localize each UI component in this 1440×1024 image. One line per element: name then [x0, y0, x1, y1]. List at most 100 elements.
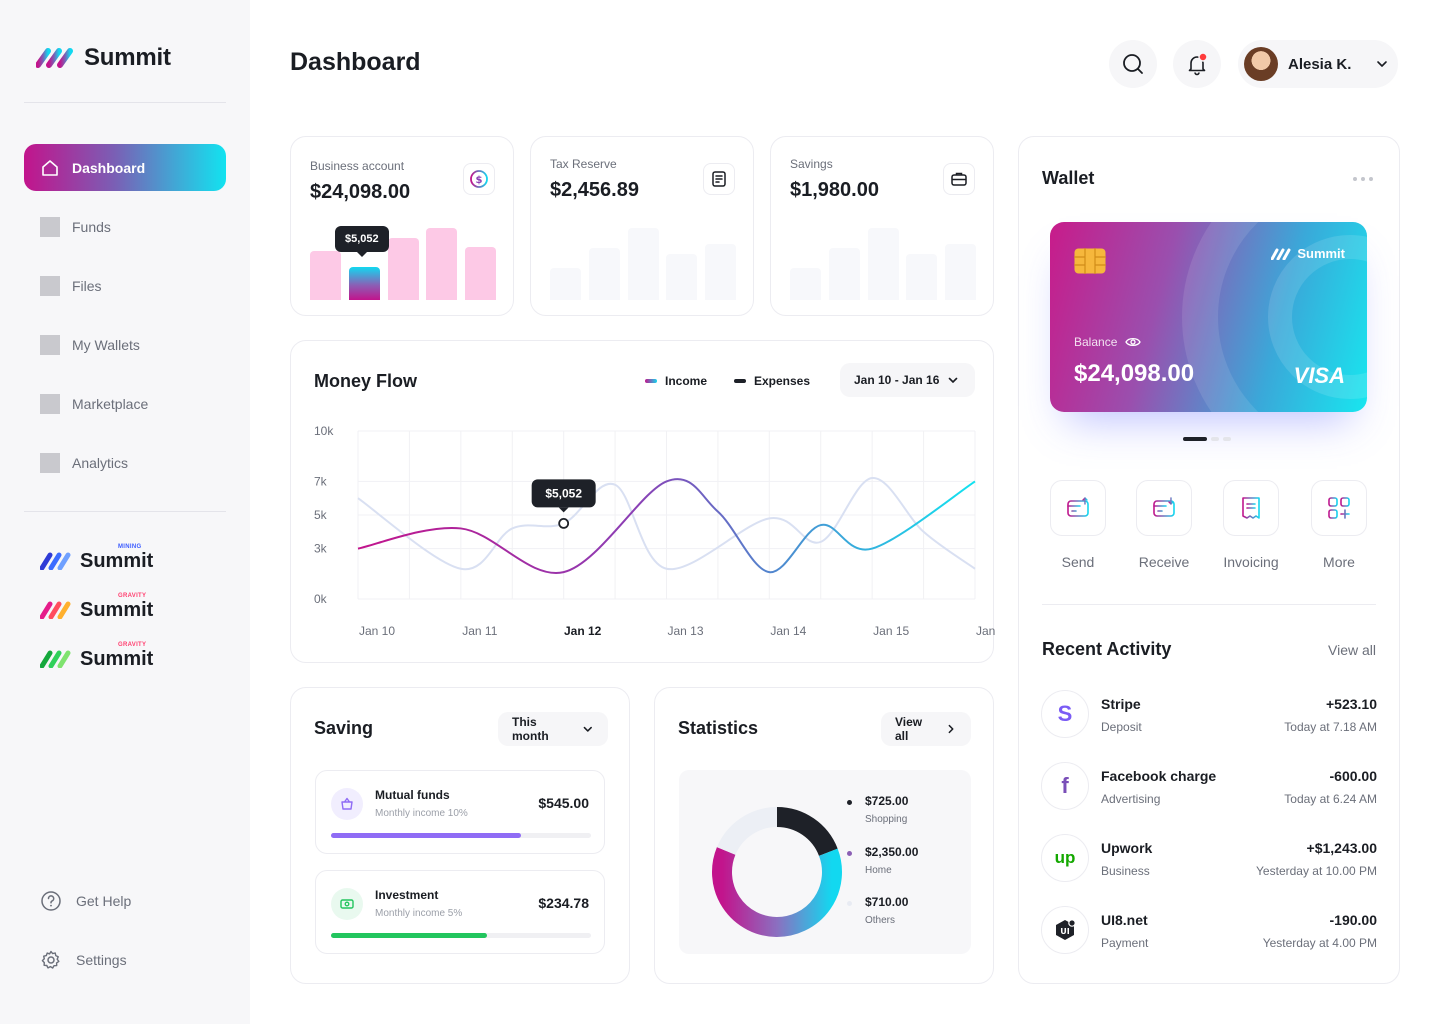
activity-row[interactable]: S Stripe Deposit +523.10 Today at 7.18 A… — [1041, 690, 1377, 738]
activity-category: Business — [1101, 864, 1150, 878]
receive-action[interactable]: Receive — [1136, 480, 1192, 570]
notifications-button[interactable] — [1173, 40, 1221, 88]
mini-bar — [589, 248, 620, 300]
chevron-right-icon — [948, 724, 954, 734]
get-help-link[interactable]: Get Help — [40, 888, 131, 914]
balance-label-row: Balance — [1074, 335, 1142, 349]
invoicing-button[interactable] — [1223, 480, 1279, 536]
sidebar-item-files[interactable]: Files — [24, 262, 226, 309]
receive-icon — [1153, 497, 1175, 517]
stat-legend-item: $710.00 Others — [847, 895, 908, 926]
brand-name: Summit — [80, 549, 154, 572]
money-flow-title: Money Flow — [314, 371, 417, 391]
chevron-down-icon — [584, 726, 593, 732]
help-icon — [41, 891, 61, 911]
ui8-icon: UI — [1041, 906, 1089, 954]
donut-slice-others[interactable] — [716, 807, 778, 856]
saving-item-name: Investment — [375, 888, 439, 902]
receive-button[interactable] — [1136, 480, 1192, 536]
business-account-card[interactable]: Business account $24,098.00 $ $5,052 — [290, 136, 514, 316]
brand-gravity[interactable]: Summit GRAVITY — [40, 593, 154, 623]
upwork-icon: up — [1041, 834, 1089, 882]
activity-row[interactable]: f Facebook charge Advertising -600.00 To… — [1041, 762, 1377, 810]
saving-period-select[interactable]: This month — [498, 712, 608, 746]
sidebar-item-label: My Wallets — [72, 336, 140, 353]
mini-bar — [829, 248, 860, 300]
invoicing-action[interactable]: Invoicing — [1223, 480, 1279, 570]
donut-slice-home[interactable] — [712, 847, 842, 937]
activity-row[interactable]: UI UI8.net Payment -190.00 Yesterday at … — [1041, 906, 1377, 954]
expenses-legend-swatch — [734, 379, 746, 383]
stat-value: $725.00 — [865, 794, 909, 808]
home-icon — [42, 159, 58, 176]
summit-gravity-logo-icon — [40, 601, 71, 619]
eye-icon[interactable] — [1125, 336, 1142, 348]
sidebar-item-funds[interactable]: Funds — [24, 203, 226, 250]
sidebar-item-label: Dashboard — [72, 159, 146, 176]
cash-icon — [331, 888, 363, 920]
chip-icon — [1074, 248, 1106, 274]
more-horizontal-icon[interactable] — [1352, 175, 1374, 183]
brand-name: Summit — [80, 598, 154, 621]
facebook-icon: f — [1041, 762, 1089, 810]
search-button[interactable] — [1109, 40, 1157, 88]
activity-view-all-link[interactable]: View all — [1328, 642, 1376, 658]
send-button[interactable] — [1050, 480, 1106, 536]
saving-item-sub: Monthly income 10% — [375, 808, 468, 819]
statistics-donut-chart — [712, 807, 842, 937]
activity-amount: -190.00 — [1329, 912, 1377, 928]
logo[interactable]: Summit — [36, 44, 171, 72]
activity-time: Today at 7.18 AM — [1284, 720, 1377, 734]
sidebar-item-marketplace[interactable]: Marketplace — [24, 380, 226, 427]
visa-logo: VISA — [1293, 363, 1345, 388]
savings-card[interactable]: Savings $1,980.00 — [770, 136, 994, 316]
invoice-icon — [1242, 497, 1260, 519]
sidebar-item-my-wallets[interactable]: My Wallets — [24, 321, 226, 368]
send-action[interactable]: Send — [1050, 480, 1106, 570]
sidebar-item-label: Marketplace — [72, 395, 149, 412]
more-button[interactable] — [1311, 480, 1367, 536]
brand-gravity-green[interactable]: Summit GRAVITY — [40, 642, 153, 672]
pagination-dot[interactable] — [1211, 437, 1219, 441]
wallet-title: Wallet — [1042, 168, 1095, 188]
y-tick-label: 0k — [314, 592, 328, 606]
saving-item[interactable]: Investment Monthly income 5% $234.78 — [315, 870, 605, 954]
summit-mining-logo-icon — [40, 552, 71, 570]
more-action[interactable]: More — [1311, 480, 1367, 570]
activity-time: Yesterday at 10.00 PM — [1256, 864, 1377, 878]
mini-bar — [705, 244, 736, 300]
brand-mining[interactable]: Summit MINING — [40, 544, 154, 574]
statistics-view-all-button[interactable]: View all — [881, 712, 971, 746]
tax-reserve-card[interactable]: Tax Reserve $2,456.89 — [530, 136, 754, 316]
saving-period-value: This month — [512, 715, 549, 743]
stat-legend-item: $725.00 Shopping — [847, 794, 909, 825]
donut-slice-shopping[interactable] — [776, 807, 838, 857]
settings-label: Settings — [76, 952, 127, 968]
mini-bar — [628, 228, 659, 300]
account-label: Business account — [310, 159, 405, 173]
view-all-label: View all — [895, 715, 923, 743]
activity-row[interactable]: up Upwork Business +$1,243.00 Yesterday … — [1041, 834, 1377, 882]
brand-tag: MINING — [118, 544, 142, 550]
wallets-icon — [40, 334, 60, 355]
x-tick-label: Jan 12 — [564, 624, 602, 638]
legend-income: Income — [645, 374, 707, 388]
bank-card[interactable]: Summit Balance $24,098.00 VISA — [1050, 222, 1367, 412]
activity-time: Today at 6.24 AM — [1284, 792, 1377, 806]
sidebar-item-dashboard[interactable]: Dashboard — [24, 144, 226, 191]
sidebar-divider — [24, 511, 226, 512]
sidebar-item-analytics[interactable]: Analytics — [24, 439, 226, 486]
saving-item[interactable]: Mutual funds Monthly income 10% $545.00 — [315, 770, 605, 854]
settings-link[interactable]: Settings — [40, 947, 131, 973]
statistics-panel: $725.00 Shopping $2,350.00 Home $710.00 … — [679, 770, 971, 954]
chevron-down-icon — [949, 377, 958, 383]
user-menu[interactable]: Alesia K. — [1238, 40, 1398, 88]
sidebar-item-label: Files — [72, 277, 102, 294]
summit-logo-icon — [1271, 248, 1291, 260]
pagination-dot-active[interactable] — [1183, 437, 1207, 441]
pagination-dot[interactable] — [1223, 437, 1231, 441]
saving-title: Saving — [314, 718, 374, 738]
sidebar-nav: Dashboard Funds Files My Wallets Marketp… — [24, 144, 226, 498]
date-range-select[interactable]: Jan 10 - Jan 16 — [840, 363, 975, 397]
highlight-point[interactable] — [558, 517, 570, 529]
